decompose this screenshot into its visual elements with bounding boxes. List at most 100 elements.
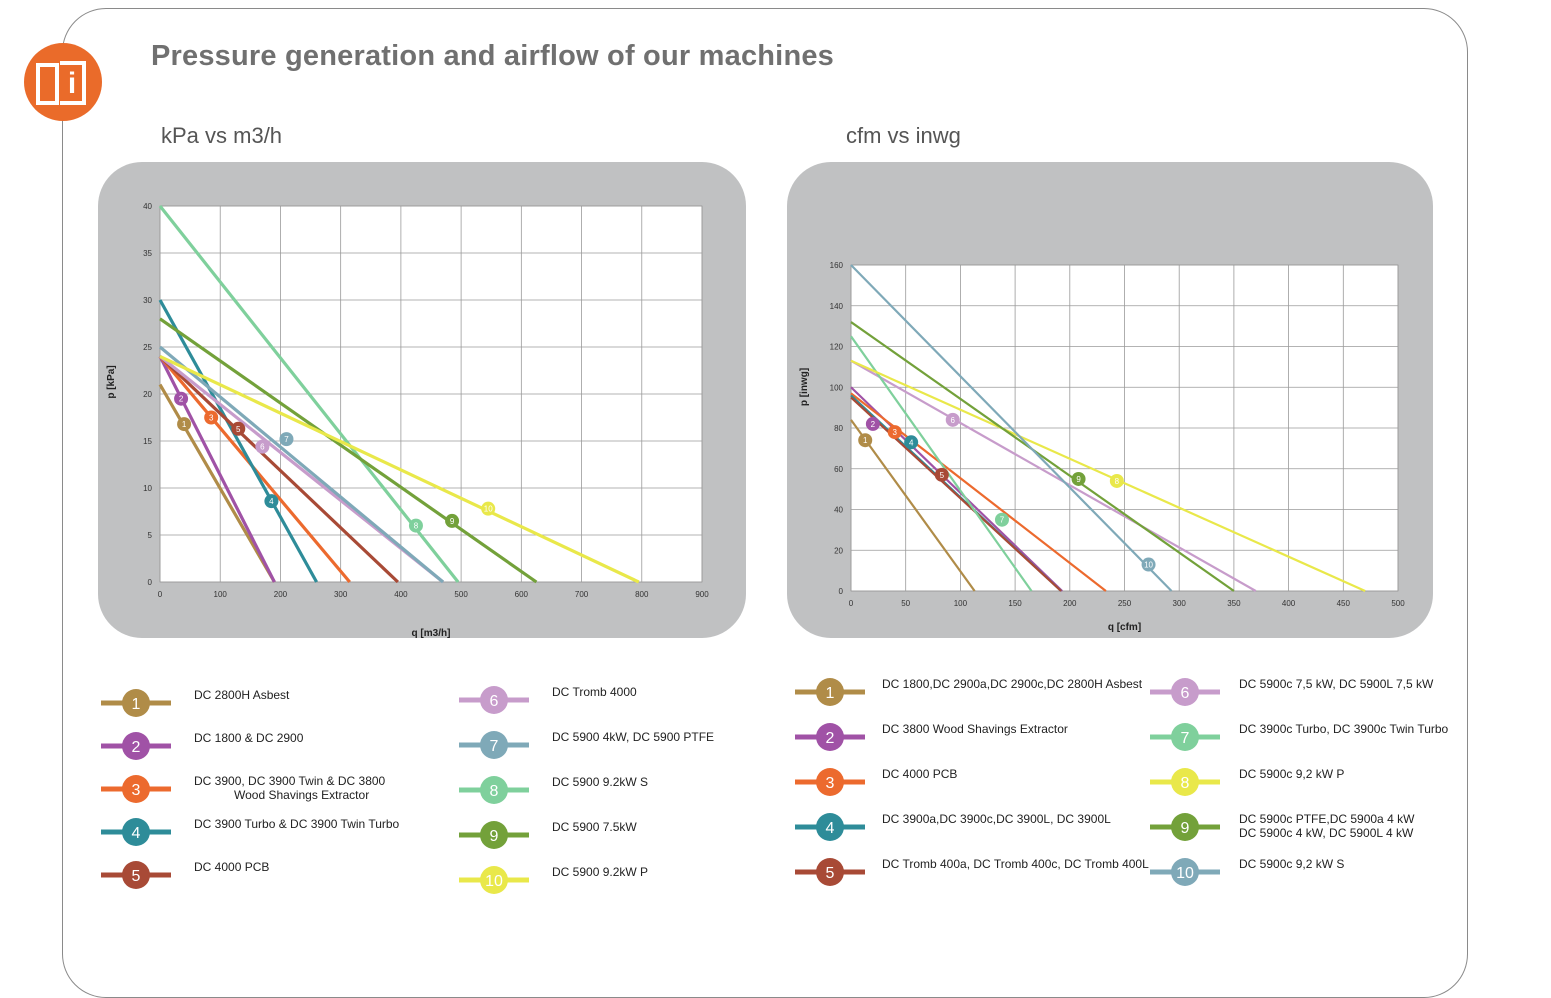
legend-swatch: 5: [101, 861, 171, 889]
legend-item-3: 3 DC 4000 PCB: [795, 767, 1215, 797]
series-2-marker-label: 2: [871, 420, 876, 429]
legend-number: 4: [132, 825, 141, 842]
series-1-marker: [858, 433, 873, 448]
x-axis-label: q [m3/h]: [412, 628, 451, 638]
x-tick-label: 500: [1391, 599, 1405, 608]
legend-number: 3: [132, 782, 141, 799]
series-10-line: [850, 264, 1173, 592]
legend-number: 10: [1176, 865, 1194, 882]
legend-label: DC 5900c 7,5 kW, DC 5900L 7,5 kW: [1239, 677, 1434, 691]
legend-swatch: 8: [459, 776, 529, 804]
y-tick-label: 0: [148, 578, 153, 587]
legend-item-3: 3 DC 3900, DC 3900 Twin & DC 3800 Wood Sh…: [101, 774, 521, 804]
legend-item-2: 2 DC 3800 Wood Shavings Extractor: [795, 722, 1215, 752]
legend-item-6: 6 DC 5900c 7,5 kW, DC 5900L 7,5 kW: [1150, 677, 1551, 707]
x-tick-label: 100: [954, 599, 968, 608]
legend-item-6: 6 DC Tromb 4000: [459, 685, 879, 715]
legend-item-5: 5 DC 4000 PCB: [101, 860, 521, 890]
legend-label: DC 4000 PCB: [194, 860, 270, 874]
legend-number: 9: [490, 828, 499, 845]
x-tick-label: 200: [274, 590, 288, 599]
chart-title-left: kPa vs m3/h: [161, 123, 283, 148]
x-tick-label: 0: [158, 590, 163, 599]
series-8-marker: [1109, 473, 1124, 488]
chart-title-right: cfm vs inwg: [846, 123, 961, 148]
series-3-marker-label: 3: [893, 428, 898, 437]
legend-item-7: 7 DC 5900 4kW, DC 5900 PTFE: [459, 730, 879, 760]
legend-item-10: 10 DC 5900c 9,2 kW S: [1150, 857, 1551, 887]
y-tick-label: 60: [834, 465, 843, 474]
legend-number: 3: [826, 775, 835, 792]
series-2-marker-label: 2: [179, 395, 184, 404]
legend-item-1: 1 DC 1800,DC 2900a,DC 2900c,DC 2800H Asbe…: [795, 677, 1215, 707]
legend-label: DC 3800 Wood Shavings Extractor: [882, 722, 1068, 736]
legend-swatch: 10: [459, 866, 529, 894]
y-tick-label: 20: [834, 546, 843, 555]
legend-label: DC Tromb 4000: [552, 685, 637, 699]
series-1-marker-label: 1: [182, 420, 187, 429]
legend-swatch: 3: [101, 775, 171, 803]
legend-swatch: 1: [101, 689, 171, 717]
series-8-marker-label: 8: [414, 522, 419, 531]
legend-item-8: 8 DC 5900c 9,2 kW P: [1150, 767, 1551, 797]
legend-label: DC 1800,DC 2900a,DC 2900c,DC 2800H Asbes…: [882, 677, 1143, 691]
series-8-line: [850, 359, 1366, 593]
y-tick-label: 20: [143, 390, 152, 399]
x-tick-label: 400: [394, 590, 408, 599]
legend-number: 4: [826, 820, 835, 837]
y-axis-label: p [kPa]: [106, 365, 117, 398]
y-tick-label: 5: [148, 531, 153, 540]
legend-swatch: 3: [795, 768, 865, 796]
legend-label: DC 5900c 9,2 kW P: [1239, 767, 1345, 781]
legend-item-1: 1 DC 2800H Asbest: [101, 688, 521, 718]
x-tick-label: 200: [1063, 599, 1077, 608]
series-7-line: [850, 335, 1033, 592]
legend-label: DC 3900, DC 3900 Twin & DC 3800 Wood Sha…: [194, 774, 386, 802]
series-10-marker-label: 10: [1144, 561, 1153, 570]
legend-swatch: 9: [459, 821, 529, 849]
series-10-line: [159, 354, 640, 584]
legend-item-7: 7 DC 3900c Turbo, DC 3900c Twin Turbo: [1150, 722, 1551, 752]
y-tick-label: 100: [830, 383, 844, 392]
series-9-marker-label: 9: [450, 517, 455, 526]
series-9-line: [850, 321, 1235, 592]
legend-item-9: 9 DC 5900 7.5kW: [459, 820, 879, 850]
legend-swatch: 4: [101, 818, 171, 846]
legend-label: DC 1800 & DC 2900: [194, 731, 304, 745]
legend-item-2: 2 DC 1800 & DC 2900: [101, 731, 521, 761]
legend-left: 1 DC 2800H Asbest 2 DC 1800 & DC 2900 3 DC 39…: [101, 685, 879, 894]
series-6-line: [850, 359, 1257, 592]
series-7-marker-label: 7: [1000, 516, 1005, 525]
x-tick-label: 350: [1227, 599, 1241, 608]
legend-swatch: 8: [1150, 768, 1220, 796]
series-3-marker: [887, 425, 902, 440]
legend-number: 5: [826, 865, 835, 882]
y-tick-label: 40: [834, 506, 843, 515]
series-6-marker-label: 6: [260, 443, 265, 452]
legend-number: 9: [1181, 820, 1190, 837]
legend-number: 2: [132, 739, 141, 756]
series-5-marker: [934, 467, 949, 482]
series-6-marker: [255, 439, 270, 454]
legend-number: 1: [826, 685, 835, 702]
svg-text:i: i: [68, 67, 76, 100]
legend-swatch: 10: [1150, 858, 1220, 886]
legend-swatch: 9: [1150, 813, 1220, 841]
chart-cfm-inwg: 0 50 100 150 200 250 300 350 400 450 500 0 20 40 60 80 1…: [787, 162, 1433, 638]
legend-number: 7: [490, 738, 499, 755]
legend-label: DC 5900 9.2kW P: [552, 865, 649, 879]
legend-number: 6: [1181, 685, 1190, 702]
legend-swatch: 7: [459, 731, 529, 759]
x-tick-label: 300: [1173, 599, 1187, 608]
series-10-marker-label: 10: [484, 505, 493, 514]
series-4-marker: [264, 494, 279, 509]
y-tick-label: 35: [143, 249, 152, 258]
series-1-line: [850, 419, 976, 592]
series-1-marker-label: 1: [863, 436, 868, 445]
series-6-marker: [945, 412, 960, 427]
legend-label: DC 5900 4kW, DC 5900 PTFE: [552, 730, 715, 744]
series-2-marker: [174, 391, 189, 406]
legend-label: DC 5900 9.2kW S: [552, 775, 649, 789]
series-4-marker: [904, 435, 919, 450]
series-2-marker: [865, 416, 880, 431]
